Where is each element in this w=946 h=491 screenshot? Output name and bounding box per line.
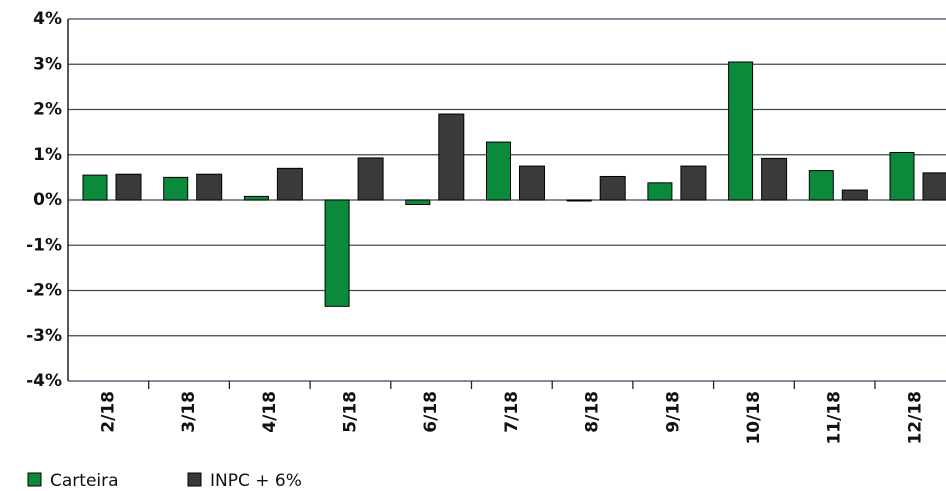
legend-label: INPC + 6% xyxy=(210,471,302,491)
y-tick-label: 3% xyxy=(33,54,62,74)
x-tick-label: 3/18 xyxy=(179,391,199,433)
legend-swatch xyxy=(27,472,42,487)
y-tick-label: -3% xyxy=(26,326,62,346)
bar xyxy=(82,174,108,201)
bar xyxy=(357,157,384,201)
x-tick-label: 9/18 xyxy=(663,391,683,433)
bar xyxy=(405,199,431,206)
x-tick-label: 8/18 xyxy=(583,391,603,433)
y-tick-label: -4% xyxy=(26,371,62,391)
bar xyxy=(163,176,189,201)
bar xyxy=(276,167,303,201)
x-tick-label: 4/18 xyxy=(260,391,280,433)
bar xyxy=(680,165,707,201)
x-tick-label: 2/18 xyxy=(98,391,118,433)
bar xyxy=(761,157,788,201)
bar xyxy=(728,61,754,201)
y-tick-label: 1% xyxy=(33,145,62,165)
y-tick-label: 0% xyxy=(33,190,62,210)
x-tick-label: 7/18 xyxy=(502,391,522,433)
bar xyxy=(438,113,465,201)
bar xyxy=(519,165,545,201)
bar xyxy=(889,151,915,201)
y-tick-label: -2% xyxy=(26,281,62,301)
x-tick-label: 12/18 xyxy=(905,391,925,445)
x-tick-label: 5/18 xyxy=(340,391,360,433)
x-tick-label: 10/18 xyxy=(744,391,764,445)
bar xyxy=(196,173,223,201)
bar xyxy=(243,195,269,201)
bar xyxy=(115,173,142,201)
x-tick-label: 6/18 xyxy=(421,391,441,433)
legend-label: Carteira xyxy=(50,471,119,491)
x-tick-label: 11/18 xyxy=(825,391,845,445)
bar xyxy=(841,189,868,201)
y-tick-label: 2% xyxy=(33,100,62,120)
bar xyxy=(922,172,946,201)
bar xyxy=(808,170,834,201)
y-tick-label: 4% xyxy=(33,9,62,29)
legend-swatch xyxy=(187,472,202,487)
y-tick-label: -1% xyxy=(26,235,62,255)
bar xyxy=(647,182,673,201)
bar xyxy=(486,141,511,201)
bar xyxy=(599,175,626,201)
bar xyxy=(566,199,592,202)
bar xyxy=(324,199,350,307)
